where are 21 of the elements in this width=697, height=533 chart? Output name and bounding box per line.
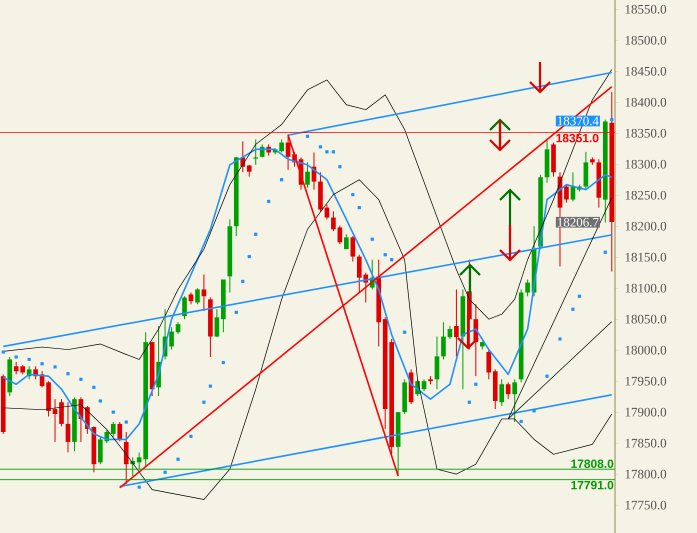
annotation: 18206.7 bbox=[558, 218, 599, 227]
y-tick-label: 18200.0 bbox=[626, 222, 666, 231]
y-tick-label: 18500.0 bbox=[626, 36, 666, 45]
y-tick-label: 18250.0 bbox=[626, 190, 666, 200]
y-tick-label: 18150.0 bbox=[626, 252, 666, 262]
y-tick-label: 17900.0 bbox=[626, 408, 666, 417]
y-tick-label: 17850.0 bbox=[626, 438, 666, 448]
y-tick-label: 17800.0 bbox=[626, 470, 666, 479]
ref-line-label: 17808.0 bbox=[571, 460, 614, 468]
y-tick-label: 18300.0 bbox=[626, 160, 666, 169]
y-tick-label: 18400.0 bbox=[626, 98, 666, 107]
y-tick-label: 17750.0 bbox=[626, 500, 666, 510]
annotation: 18370.4 bbox=[558, 116, 599, 126]
y-tick-label: 18550.0 bbox=[626, 4, 666, 14]
y-tick-label: 18450.0 bbox=[626, 66, 666, 76]
y-tick-label: 18050.0 bbox=[626, 314, 666, 324]
y-tick-label: 18000.0 bbox=[626, 346, 666, 355]
y-tick-label: 18350.0 bbox=[626, 128, 666, 138]
y-tick-label: 17950.0 bbox=[626, 376, 666, 386]
y-tick-label: 18100.0 bbox=[626, 284, 666, 293]
ref-line-label: 17791.0 bbox=[571, 480, 614, 490]
